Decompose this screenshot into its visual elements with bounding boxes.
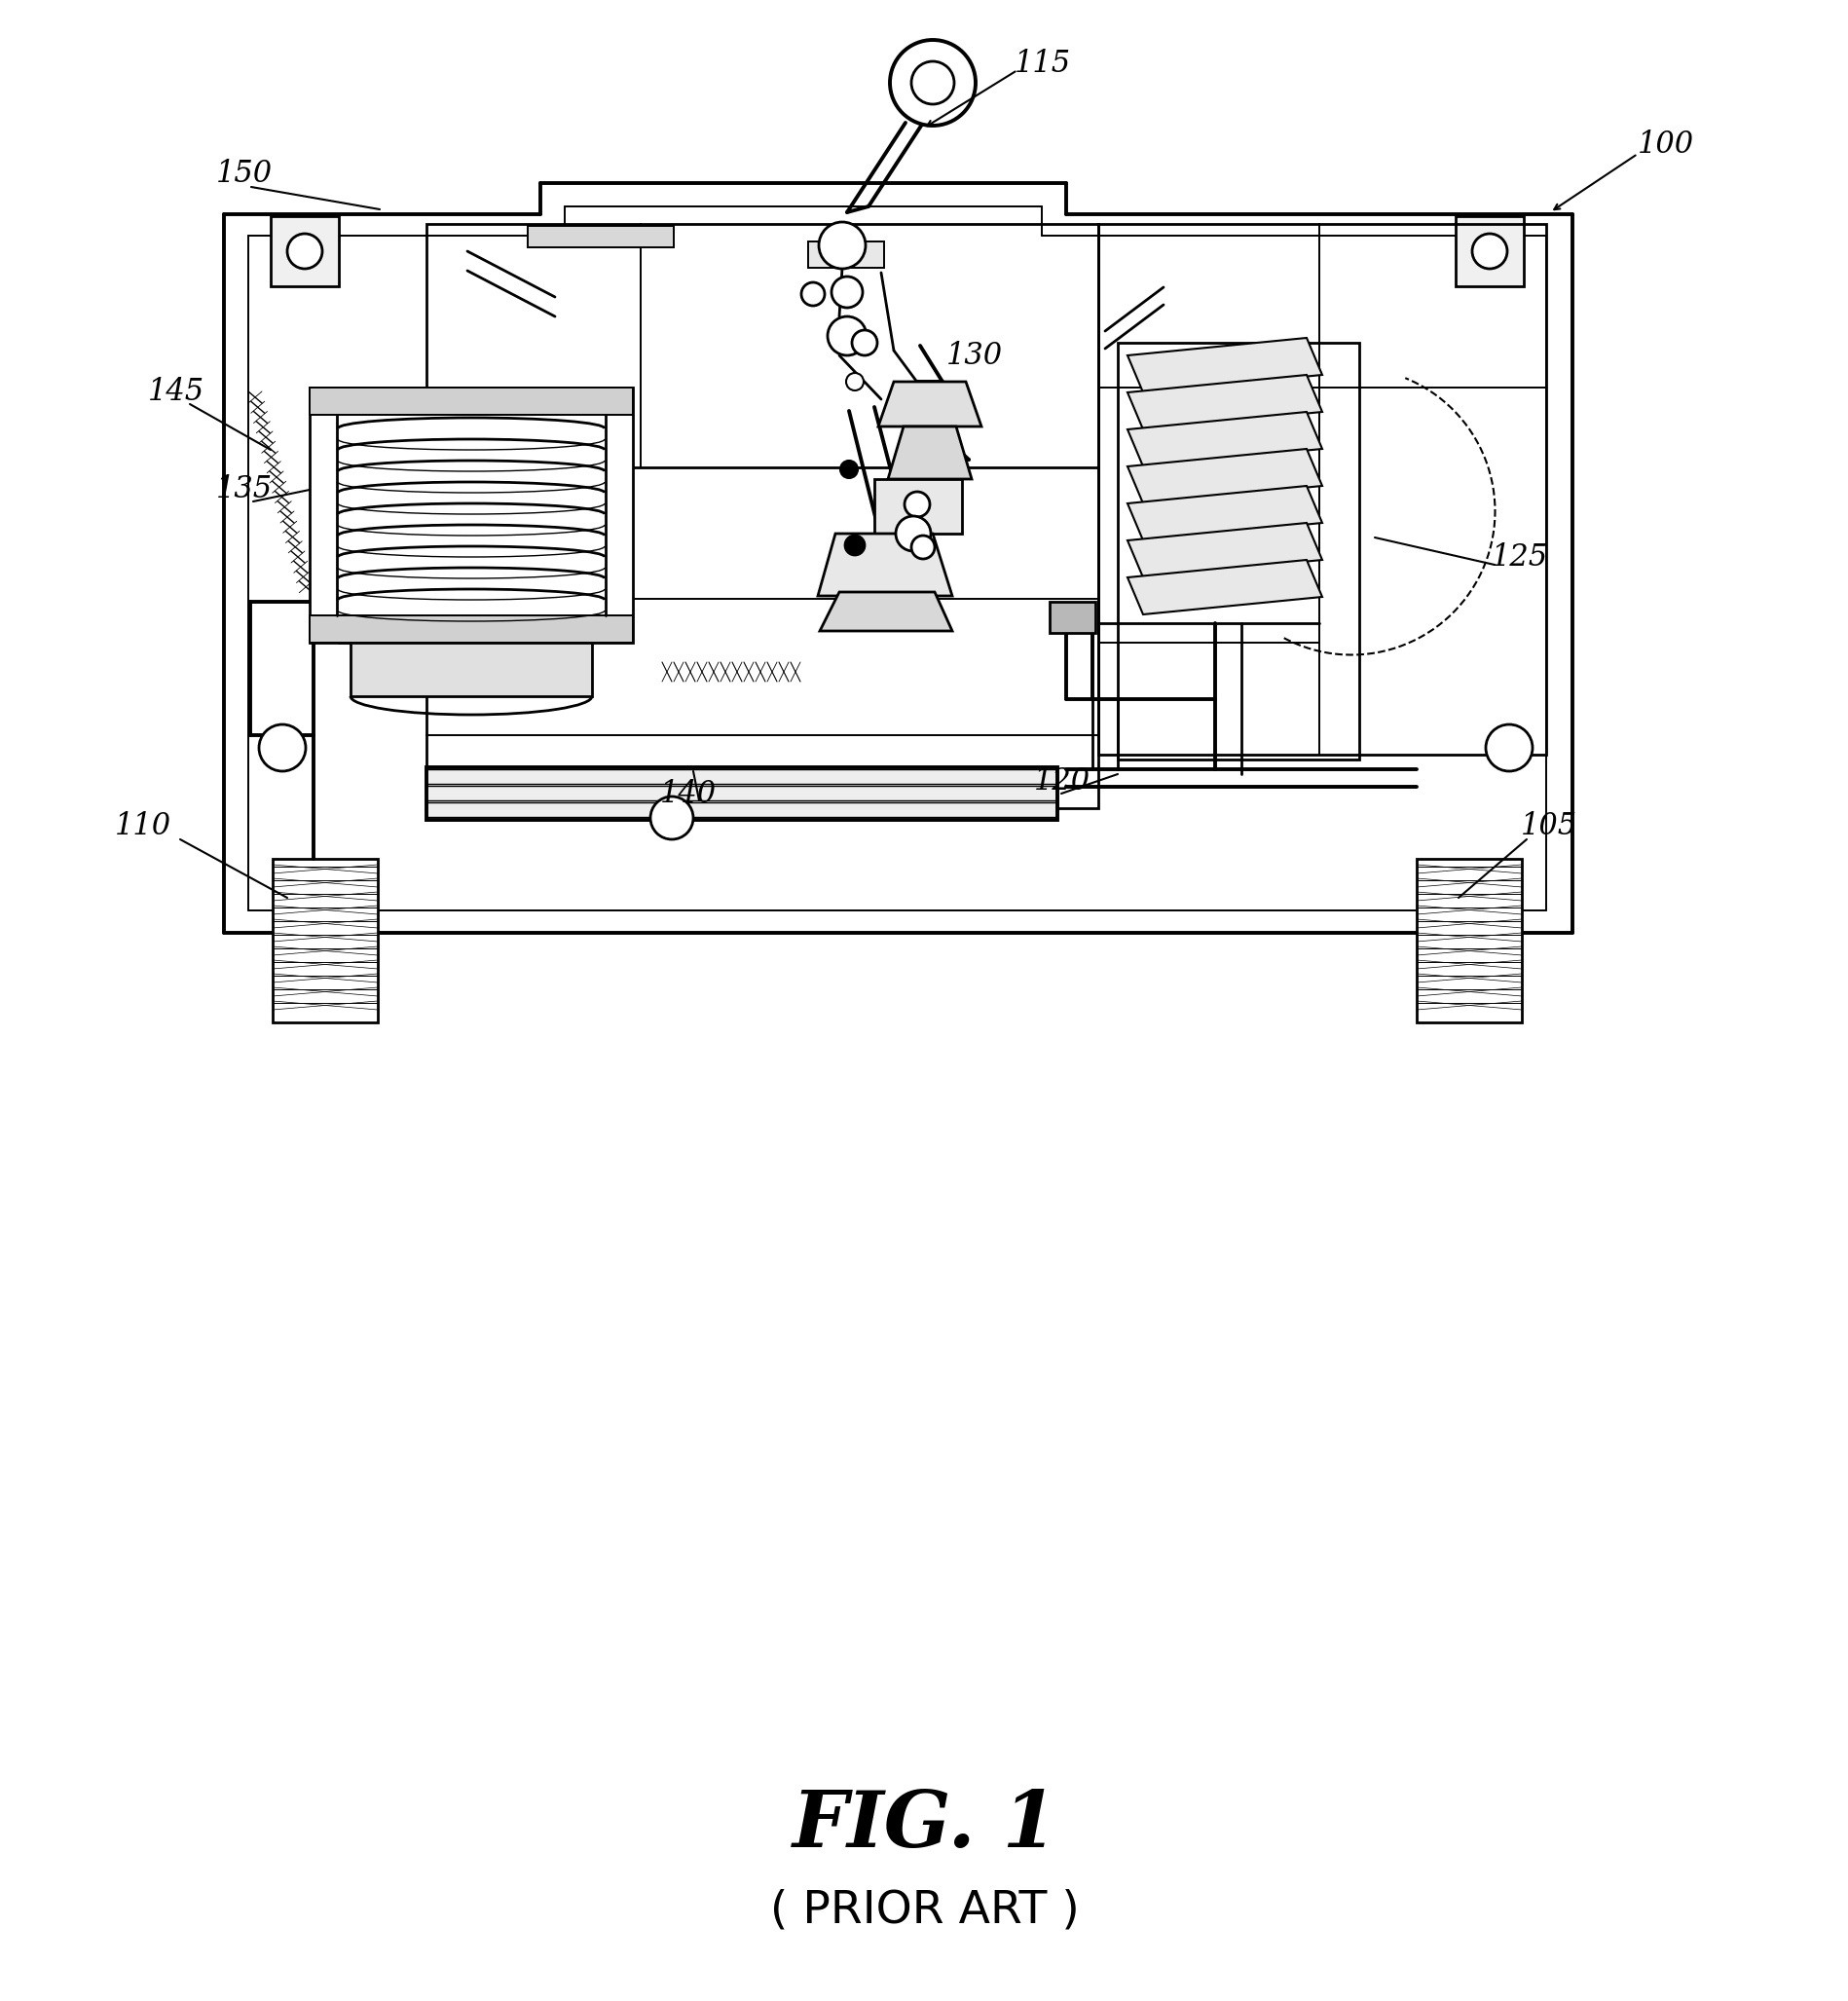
Polygon shape [1127, 338, 1321, 392]
Text: 120: 120 [1033, 766, 1090, 796]
Circle shape [846, 372, 863, 390]
Text: 140: 140 [660, 778, 717, 808]
Polygon shape [1127, 486, 1321, 540]
Circle shape [650, 796, 693, 838]
Bar [1098, 224, 1545, 754]
Bar [1416, 858, 1521, 1023]
Polygon shape [878, 382, 981, 426]
Circle shape [286, 234, 322, 268]
Polygon shape [1127, 448, 1321, 504]
Bar [309, 388, 632, 642]
Text: 110: 110 [115, 810, 172, 840]
Bar [351, 642, 591, 696]
Bar [309, 388, 632, 414]
Circle shape [845, 536, 865, 554]
Polygon shape [1050, 602, 1094, 632]
Polygon shape [808, 242, 883, 268]
Text: 115: 115 [1015, 48, 1070, 78]
Bar [427, 768, 1057, 784]
Circle shape [911, 536, 935, 558]
Circle shape [1486, 724, 1532, 770]
Text: FIG. 1: FIG. 1 [791, 1789, 1057, 1863]
Circle shape [889, 40, 976, 126]
Bar [427, 802, 1057, 816]
Bar [309, 616, 632, 642]
Bar [270, 216, 338, 286]
Text: 125: 125 [1491, 542, 1547, 572]
Circle shape [839, 460, 857, 478]
Circle shape [852, 330, 876, 356]
Bar [1118, 342, 1358, 760]
Polygon shape [1127, 374, 1321, 430]
Circle shape [259, 724, 305, 770]
Circle shape [894, 516, 930, 550]
Bar [427, 224, 1098, 808]
Bar [427, 766, 1057, 820]
Polygon shape [874, 478, 961, 534]
Text: ( PRIOR ART ): ( PRIOR ART ) [771, 1889, 1079, 1933]
Text: 135: 135 [216, 474, 274, 504]
Circle shape [828, 316, 867, 356]
Text: 100: 100 [1637, 128, 1693, 160]
Circle shape [800, 282, 824, 306]
Bar [1454, 216, 1523, 286]
Text: 130: 130 [946, 340, 1002, 370]
Polygon shape [817, 534, 952, 596]
Polygon shape [1127, 560, 1321, 614]
Text: 105: 105 [1521, 810, 1576, 840]
Circle shape [819, 222, 865, 268]
Text: 150: 150 [216, 158, 274, 188]
Circle shape [904, 492, 930, 516]
Circle shape [1471, 234, 1506, 268]
Bar [527, 226, 673, 248]
Polygon shape [887, 426, 972, 478]
Text: 145: 145 [148, 376, 205, 406]
Bar [427, 786, 1057, 800]
Circle shape [832, 276, 863, 308]
Polygon shape [1127, 412, 1321, 466]
Circle shape [911, 62, 954, 104]
Polygon shape [819, 592, 952, 630]
Polygon shape [1127, 522, 1321, 578]
Bar [272, 858, 377, 1023]
